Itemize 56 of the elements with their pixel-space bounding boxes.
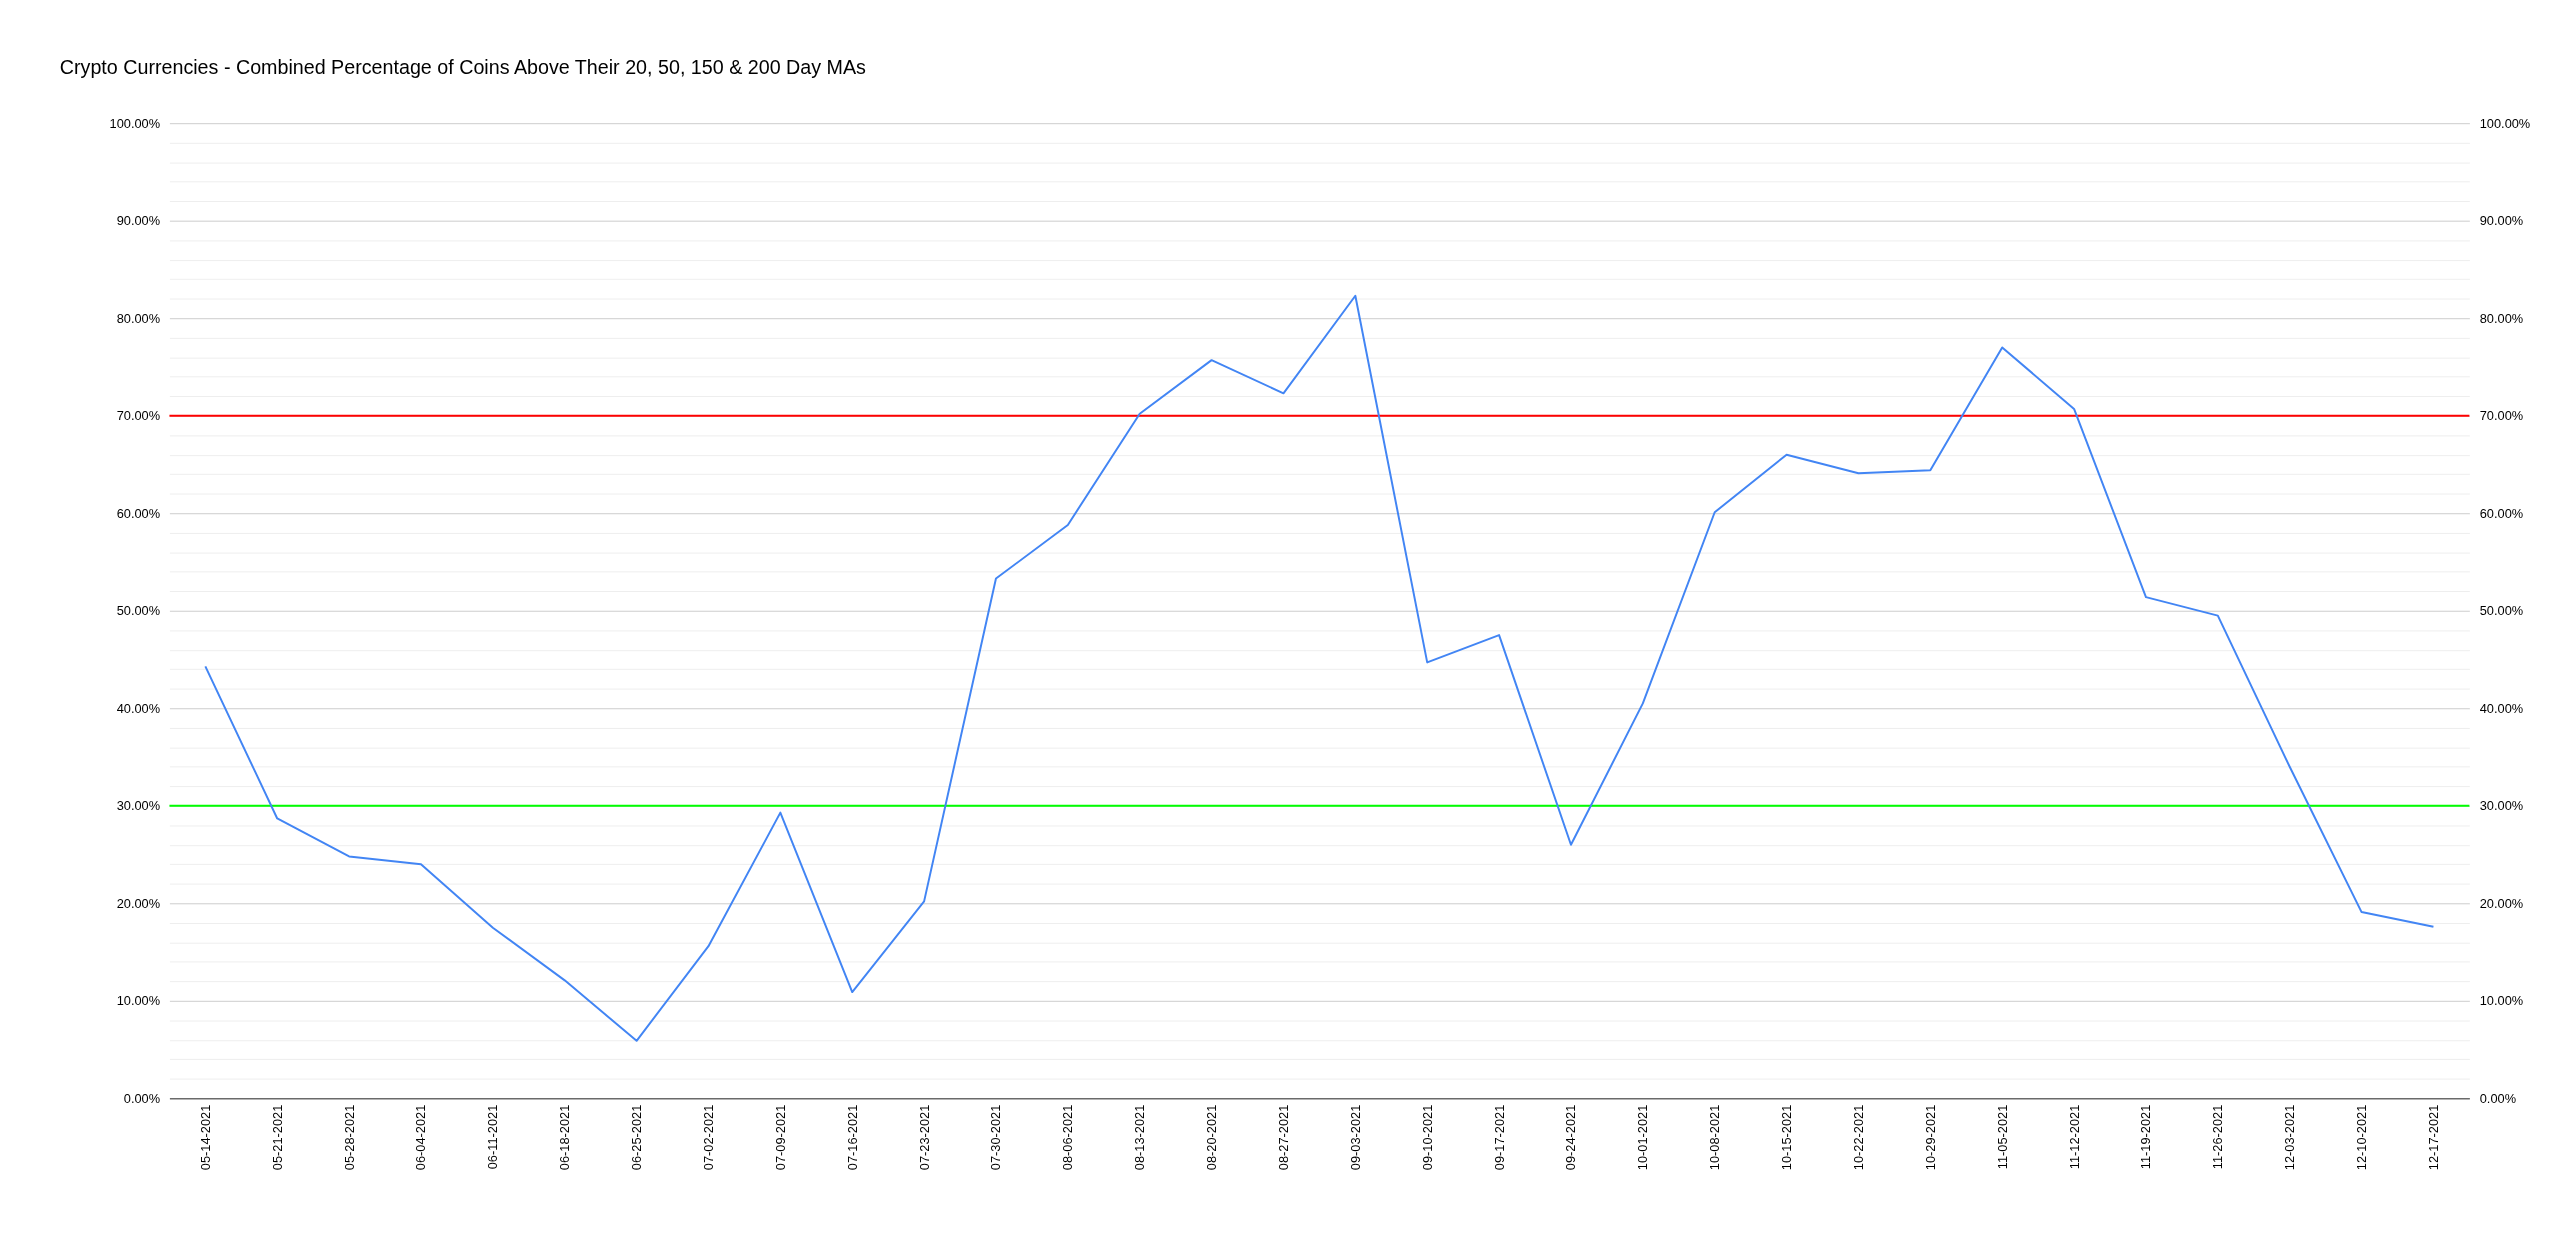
x-tick-label: 06-11-2021 bbox=[485, 1104, 501, 1170]
x-tick-label: 08-13-2021 bbox=[1132, 1104, 1148, 1171]
y-tick-label: 40.00% bbox=[116, 700, 161, 716]
x-tick-label: 12-10-2021 bbox=[2354, 1104, 2369, 1171]
x-tick-label: 11-05-2021 bbox=[1994, 1104, 2010, 1170]
y2-tick-label: 0.00% bbox=[2479, 1090, 2517, 1106]
y2-tick-label: 80.00% bbox=[2479, 310, 2524, 326]
x-tick-label: 10-29-2021 bbox=[1922, 1104, 1938, 1171]
y2-tick-label: 40.00% bbox=[2479, 700, 2524, 716]
y-tick-label: 20.00% bbox=[116, 895, 161, 911]
x-tick-label: 05-21-2021 bbox=[269, 1104, 285, 1171]
x-tick-label: 08-06-2021 bbox=[1060, 1104, 1076, 1171]
y2-tick-label: 20.00% bbox=[2479, 895, 2524, 911]
y2-tick-label: 90.00% bbox=[2479, 213, 2524, 229]
y-tick-label: 60.00% bbox=[116, 505, 161, 521]
y2-tick-label: 60.00% bbox=[2479, 505, 2524, 521]
x-tick-label: 11-26-2021 bbox=[2210, 1104, 2226, 1170]
x-tick-label: 10-01-2021 bbox=[1635, 1104, 1651, 1171]
x-tick-label: 10-22-2021 bbox=[1850, 1104, 1866, 1171]
y2-tick-label: 100.00% bbox=[2479, 115, 2531, 131]
x-tick-label: 11-12-2021 bbox=[2066, 1104, 2082, 1170]
y-tick-label: 30.00% bbox=[116, 798, 161, 814]
y2-tick-label: 50.00% bbox=[2479, 603, 2524, 619]
x-tick-label: 10-08-2021 bbox=[1707, 1104, 1723, 1171]
x-tick-label: 09-24-2021 bbox=[1563, 1104, 1579, 1171]
x-tick-label: 05-28-2021 bbox=[341, 1104, 357, 1171]
x-tick-label: 08-20-2021 bbox=[1204, 1104, 1220, 1171]
y2-tick-label: 10.00% bbox=[2479, 993, 2524, 1009]
x-tick-label: 06-18-2021 bbox=[557, 1104, 573, 1171]
x-tick-label: 07-02-2021 bbox=[700, 1104, 716, 1171]
y-tick-label: 100.00% bbox=[109, 115, 161, 131]
y-tick-label: 90.00% bbox=[116, 213, 161, 229]
y-tick-label: 50.00% bbox=[116, 603, 161, 619]
x-tick-label: 07-09-2021 bbox=[772, 1104, 788, 1171]
x-tick-label: 11-19-2021 bbox=[2138, 1104, 2154, 1170]
x-tick-label: 07-16-2021 bbox=[844, 1104, 860, 1171]
x-tick-label: 07-23-2021 bbox=[916, 1104, 932, 1171]
line-series bbox=[204, 294, 2435, 1042]
x-tick-label: 09-10-2021 bbox=[1419, 1104, 1435, 1171]
x-tick-label: 06-25-2021 bbox=[629, 1104, 645, 1171]
x-tick-label: 08-27-2021 bbox=[1275, 1104, 1291, 1171]
x-tick-label: 12-03-2021 bbox=[2282, 1104, 2298, 1171]
y2-tick-label: 70.00% bbox=[2479, 408, 2524, 424]
y2-tick-label: 30.00% bbox=[2479, 798, 2524, 814]
chart-title: Crypto Currencies - Combined Percentage of Coins Above Their 20, 50, 150 & 200 Day MAs bbox=[59, 55, 867, 78]
y-tick-label: 0.00% bbox=[123, 1090, 161, 1106]
x-tick-label: 10-15-2021 bbox=[1779, 1104, 1795, 1171]
x-tick-label: 05-14-2021 bbox=[197, 1104, 213, 1171]
x-tick-label: 06-04-2021 bbox=[413, 1104, 429, 1171]
x-tick-label: 09-03-2021 bbox=[1347, 1104, 1363, 1171]
y-tick-label: 80.00% bbox=[116, 310, 161, 326]
x-tick-label: 09-17-2021 bbox=[1491, 1104, 1507, 1171]
x-tick-label: 07-30-2021 bbox=[988, 1104, 1004, 1171]
x-tick-label: 12-17-2021 bbox=[2425, 1104, 2441, 1171]
y-tick-label: 10.00% bbox=[116, 993, 161, 1009]
y-tick-label: 70.00% bbox=[116, 408, 161, 424]
